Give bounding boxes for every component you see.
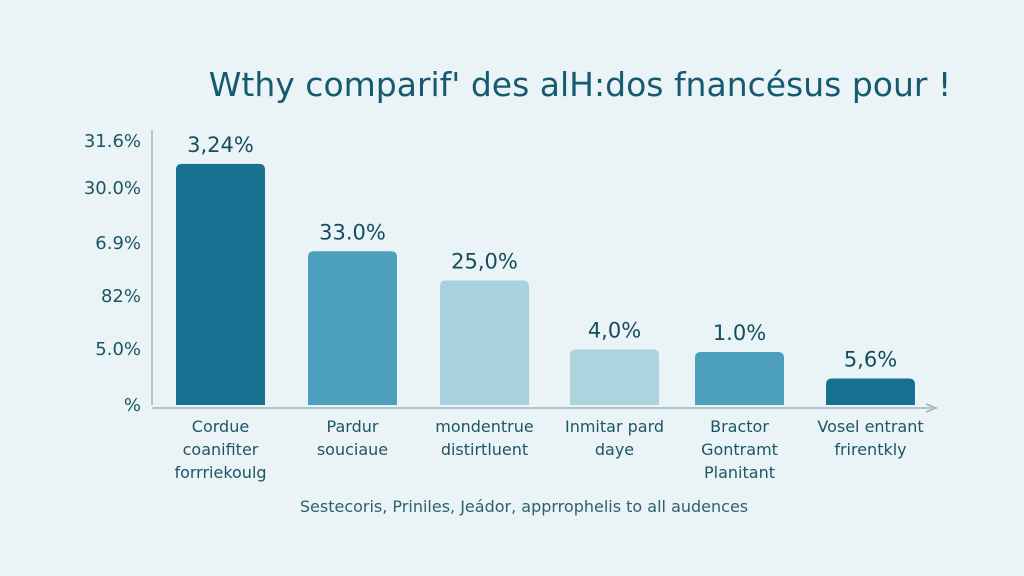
data-label: 5,6% — [844, 348, 897, 372]
x-tick-label: frirentkly — [834, 440, 906, 459]
chart-caption: Sestecoris, Priniles, Jeádor, apprrophel… — [299, 497, 749, 516]
x-tick-label: Vosel entrant — [817, 417, 923, 436]
y-tick-label: 6.9% — [95, 233, 141, 254]
y-tick-label: 82% — [101, 286, 141, 307]
x-tick-label: distirtluent — [441, 440, 528, 459]
x-tick-label: Bractor — [710, 417, 769, 436]
bar — [176, 163, 265, 405]
y-tick-label: 31.6% — [84, 131, 141, 152]
y-tick-label: 30.0% — [84, 178, 141, 199]
x-tick-label: daye — [595, 440, 634, 459]
bar — [308, 251, 397, 405]
x-tick-label: forrriekoulg — [174, 463, 266, 482]
x-tick-label: Planitant — [704, 463, 775, 482]
y-tick-label: % — [124, 395, 141, 416]
x-tick-label: souciaue — [317, 440, 388, 459]
bar — [570, 349, 659, 405]
x-tick-label: Gontramt — [701, 440, 778, 459]
x-axis-arrow-icon — [925, 403, 939, 413]
chart-title: Wthy comparif' des alH:dos fnancésus pou… — [208, 65, 952, 104]
data-label: 33.0% — [319, 220, 386, 244]
x-tick-label: mondentrue — [435, 417, 534, 436]
bar — [695, 352, 784, 405]
x-tick-label: Pardur — [327, 417, 379, 436]
data-label: 3,24% — [187, 133, 254, 157]
data-label: 1.0% — [713, 321, 766, 345]
data-label: 25,0% — [451, 249, 518, 273]
data-label: 4,0% — [588, 318, 641, 342]
y-tick-label: 5.0% — [95, 339, 141, 360]
x-tick-label: Cordue — [192, 417, 249, 436]
x-tick-label: Inmitar pard — [565, 417, 664, 436]
x-tick-label: coanifiter — [183, 440, 259, 459]
bar — [440, 280, 529, 405]
bar — [826, 378, 915, 405]
